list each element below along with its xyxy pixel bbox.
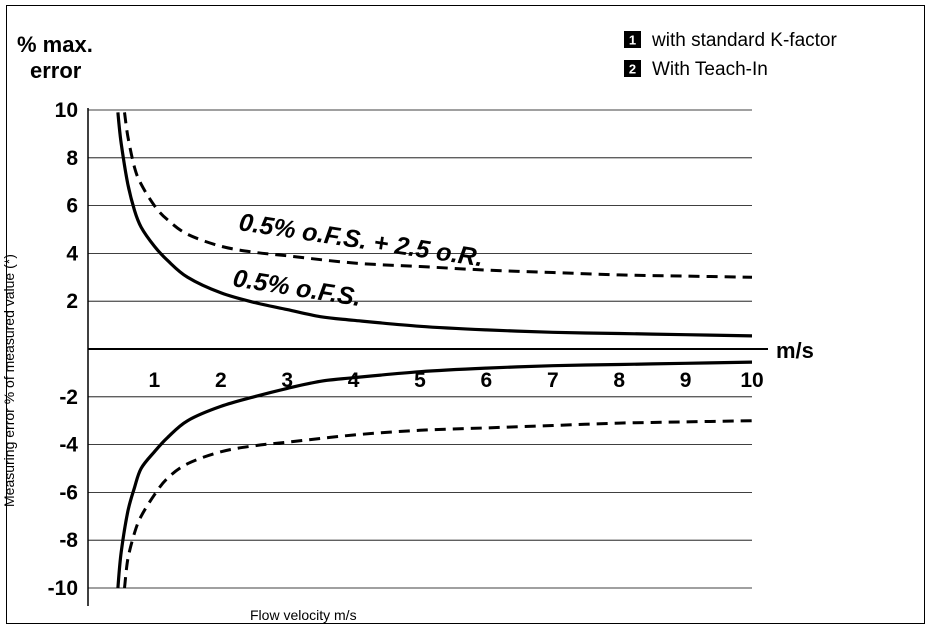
y-tick-labels: 10 8 6 4 2 -2 -4 -6 -8 -10: [48, 99, 79, 600]
chart-frame: [6, 5, 925, 624]
y-unit-label-line1: % max.: [17, 32, 93, 57]
error-curves: [116, 112, 753, 589]
x-tick-label: 7: [547, 369, 559, 392]
x-tick-label: 9: [680, 369, 692, 392]
y-tick-label: -2: [59, 386, 78, 409]
legend-badge-2: [624, 60, 641, 77]
x-tick-label: 6: [481, 369, 493, 392]
legend-number-2: 2: [629, 62, 636, 77]
legend: 1 with standard K-factor 2 With Teach-In: [624, 30, 837, 80]
legend-badge-1: [624, 31, 641, 48]
y-tick-label: 8: [66, 147, 78, 170]
x-tick-label: 10: [740, 369, 763, 392]
x-tick-label: 4: [348, 369, 360, 392]
y-tick-label: 6: [66, 195, 78, 218]
y-tick-label: 2: [66, 290, 78, 313]
y-tick-label: -10: [48, 577, 78, 600]
legend-label-1: with standard K-factor: [651, 30, 837, 51]
legend-number-1: 1: [629, 33, 636, 48]
x-tick-labels: 1 2 3 4 5 6 7 8 9 10: [149, 369, 764, 392]
x-axis-title: Flow velocity m/s: [250, 607, 357, 623]
y-tick-label: -8: [59, 529, 78, 552]
y-tick-label: -4: [59, 434, 78, 457]
x-unit-label: m/s: [776, 338, 814, 363]
x-tick-label: 8: [613, 369, 625, 392]
y-tick-label: 4: [66, 242, 78, 265]
grid-lines: [88, 109, 752, 589]
series-dashed-upper-line: [123, 112, 753, 279]
y-axis-title: Measuring error % of measured value (*): [1, 254, 17, 507]
x-tick-label: 3: [281, 369, 293, 392]
series-solid-lower-line: [116, 360, 753, 589]
legend-label-2: With Teach-In: [652, 59, 768, 80]
y-tick-label: -6: [59, 481, 78, 504]
x-tick-label: 5: [414, 369, 426, 392]
series-solid-upper-line: [116, 112, 753, 338]
x-tick-label: 1: [149, 369, 161, 392]
y-unit-label-line2: error: [30, 58, 82, 83]
y-tick-label: 10: [55, 99, 78, 122]
annotation-teach-in-band: 0.5% o.F.S. + 2.5 o.R.: [237, 208, 485, 272]
annotation-standard-band: 0.5% o.F.S.: [231, 264, 363, 312]
series-dashed-lower-line: [123, 419, 753, 589]
x-tick-label: 2: [215, 369, 227, 392]
